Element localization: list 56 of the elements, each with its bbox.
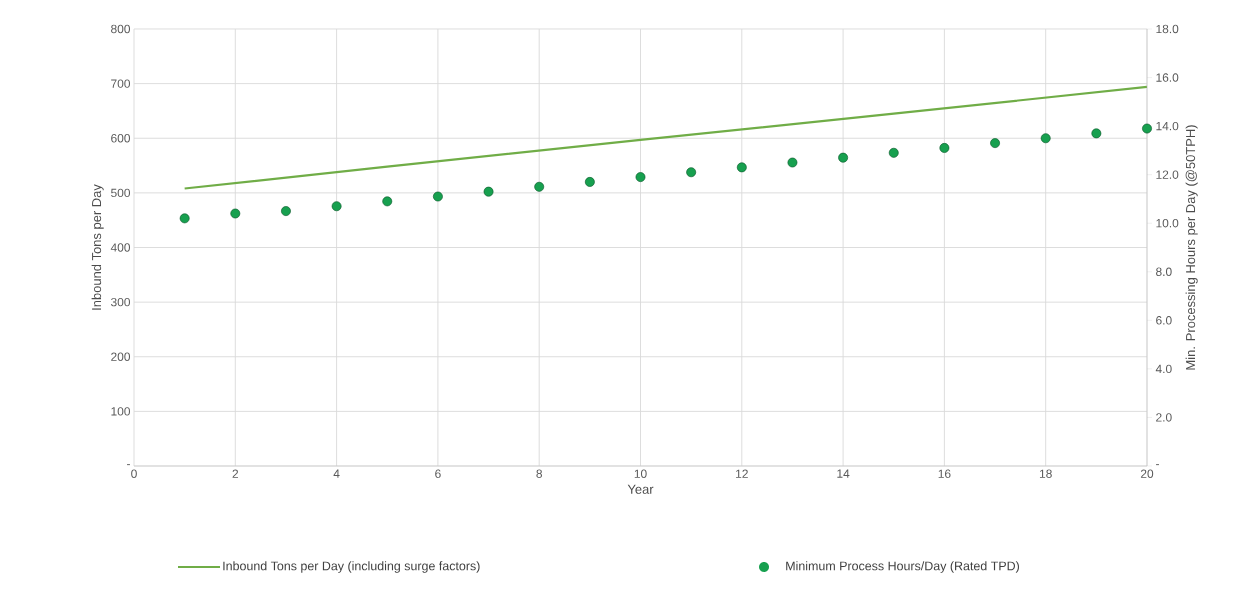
y2-tick-label: 12.0 (1156, 170, 1179, 179)
x-tick-label: 16 (938, 469, 951, 478)
y2-tick-label: - (1156, 464, 1159, 466)
x-tick-label: 0 (131, 469, 137, 478)
y2-tick-label: 14.0 (1156, 121, 1179, 131)
point (382, 196, 393, 207)
x-tick-label: 10 (634, 469, 647, 478)
point (939, 143, 950, 153)
point (787, 157, 798, 168)
y-tick-label: 600 (111, 134, 131, 143)
y2-tick-label: 18.0 (1156, 24, 1179, 34)
point (990, 138, 1000, 148)
point (584, 177, 595, 187)
point (179, 213, 190, 224)
point (433, 191, 443, 202)
x-tick-label: 4 (333, 469, 340, 478)
y2-tick-label: 10.0 (1156, 218, 1179, 228)
y2-axis-title: Min. Processing Hours per Day (@50TPH) (1185, 125, 1198, 370)
line-series (183, 85, 1147, 190)
point (838, 152, 848, 163)
point (483, 186, 494, 197)
point (281, 206, 291, 216)
point (1091, 128, 1102, 139)
point (736, 162, 747, 173)
x-tick-label: 2 (232, 469, 239, 478)
point (331, 201, 342, 212)
y-tick-label: 200 (111, 352, 131, 361)
y2-tick-label: 8.0 (1156, 267, 1172, 276)
y-axis-title: Inbound Tons per Day (91, 184, 104, 310)
y-tick-label: 100 (111, 407, 131, 416)
x-tick-label: 6 (435, 469, 441, 478)
point (534, 181, 545, 192)
point (1040, 133, 1051, 144)
y2-tick-label: 4.0 (1155, 364, 1172, 374)
point (1142, 123, 1152, 134)
point (230, 208, 241, 219)
y-tick-label: 500 (111, 188, 131, 198)
x-tick-label: 20 (1140, 469, 1154, 478)
legend-label: Inbound Tons per Day (including surge factors) (223, 561, 480, 573)
x-tick-label: 8 (536, 469, 542, 478)
y2-tick-label: 2.0 (1156, 413, 1172, 422)
y-tick-label: 400 (110, 243, 131, 252)
y-tick-label: 300 (110, 297, 131, 307)
y-tick-label: - (127, 464, 130, 466)
point (686, 167, 697, 178)
point (635, 172, 646, 182)
point (888, 147, 899, 158)
y2-tick-label: 6.0 (1156, 316, 1172, 325)
y-tick-label: 800 (111, 24, 131, 34)
y2-tick-label: 16.0 (1156, 73, 1179, 82)
legend-label: Minimum Process Hours/Day (Rated TPD) (786, 561, 1019, 573)
x-axis-title: Year (627, 484, 654, 494)
x-tick-label: 14 (837, 469, 850, 478)
x-tick-label: 18 (1039, 469, 1052, 478)
x-tick-label: 12 (736, 469, 748, 478)
y-tick-label: 700 (111, 79, 131, 88)
